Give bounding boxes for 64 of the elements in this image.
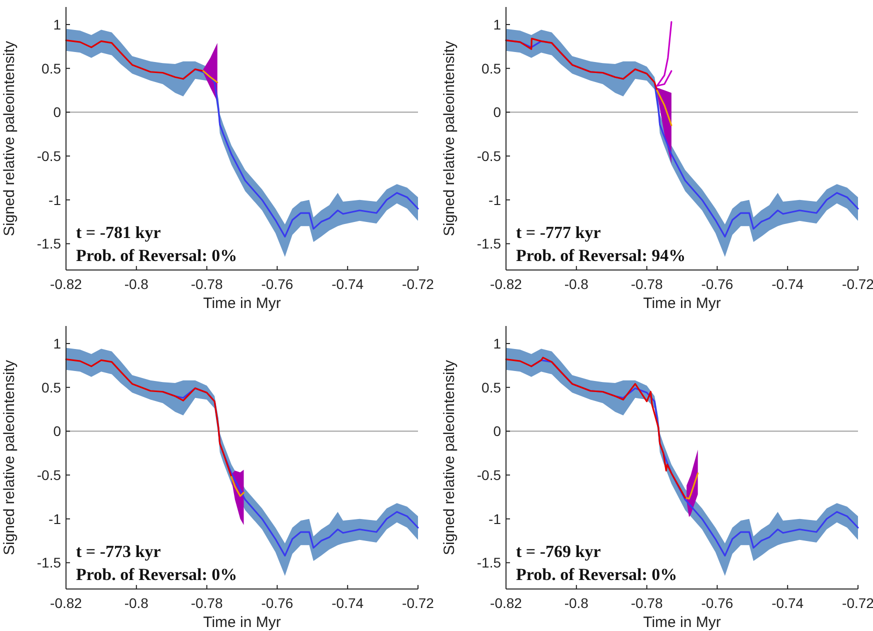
y-tick-label: -1 [48,192,62,208]
x-tick-label: -0.74 [772,595,804,611]
y-tick-label: 0.5 [42,60,62,76]
x-tick-label: -0.76 [261,276,294,292]
y-tick-label: 0 [53,104,62,120]
x-tick-label: -0.8 [124,276,149,292]
x-tick-label: -0.78 [190,595,223,611]
x-tick-label: -0.72 [402,595,434,611]
x-tick-label: -0.82 [490,276,522,292]
y-tick-label: 0.5 [482,60,502,76]
x-tick-label: -0.72 [842,595,873,611]
y-tick-label: 0.5 [42,379,62,396]
y-tick-label: 0.5 [482,379,502,396]
annotation: t = -769 kyr [516,542,602,561]
y-tick-label: -1 [48,510,62,527]
y-axis-title: Signed relative paleointensity [1,359,18,556]
annotation: Prob. of Reversal: 94% [516,246,686,265]
annotation: Prob. of Reversal: 0% [76,565,238,584]
y-tick-label: -0.5 [476,148,502,164]
x-tick-label: -0.8 [124,595,149,611]
y-tick-label: 1 [53,335,62,352]
x-tick-label: -0.76 [701,595,734,611]
x-tick-label: -0.78 [190,276,223,292]
x-axis-title: Time in Myr [203,614,281,631]
y-tick-label: -1.5 [476,236,502,252]
y-axis-title: Signed relative paleointensity [1,40,18,236]
annotation: t = -777 kyr [516,223,602,242]
y-axis-title: Signed relative paleointensity [441,40,458,236]
y-tick-label: -0.5 [36,148,62,164]
x-tick-label: -0.82 [50,595,82,611]
y-tick-label: 1 [53,16,62,32]
annotation: t = -781 kyr [76,223,162,242]
x-tick-label: -0.72 [402,276,434,292]
y-tick-label: 0 [53,423,62,440]
y-tick-label: 0 [493,104,502,120]
y-tick-label: -1.5 [36,236,62,252]
x-tick-label: -0.78 [630,276,663,292]
x-tick-label: -0.78 [630,595,663,611]
y-tick-label: -1.5 [36,554,62,571]
y-tick-label: -0.5 [36,466,62,483]
y-axis-title: Signed relative paleointensity [441,359,458,556]
x-tick-label: -0.74 [332,595,364,611]
y-tick-label: -1.5 [476,554,502,571]
x-tick-label: -0.8 [564,276,589,292]
x-tick-label: -0.8 [564,595,589,611]
y-tick-label: 0 [493,423,502,440]
y-tick-label: -0.5 [476,466,502,483]
y-tick-label: -1 [488,510,502,527]
y-tick-label: 1 [493,16,502,32]
x-tick-label: -0.76 [701,276,734,292]
annotation: t = -773 kyr [76,542,162,561]
annotation: Prob. of Reversal: 0% [516,565,678,584]
x-tick-label: -0.82 [50,276,82,292]
y-tick-label: -1 [488,192,502,208]
y-tick-label: 1 [493,335,502,352]
x-tick-label: -0.82 [490,595,522,611]
x-tick-label: -0.72 [842,276,873,292]
x-tick-label: -0.74 [332,276,364,292]
x-axis-title: Time in Myr [643,295,721,312]
x-tick-label: -0.76 [261,595,294,611]
x-axis-title: Time in Myr [203,295,281,312]
x-axis-title: Time in Myr [643,614,721,631]
x-tick-label: -0.74 [772,276,804,292]
annotation: Prob. of Reversal: 0% [76,246,238,265]
